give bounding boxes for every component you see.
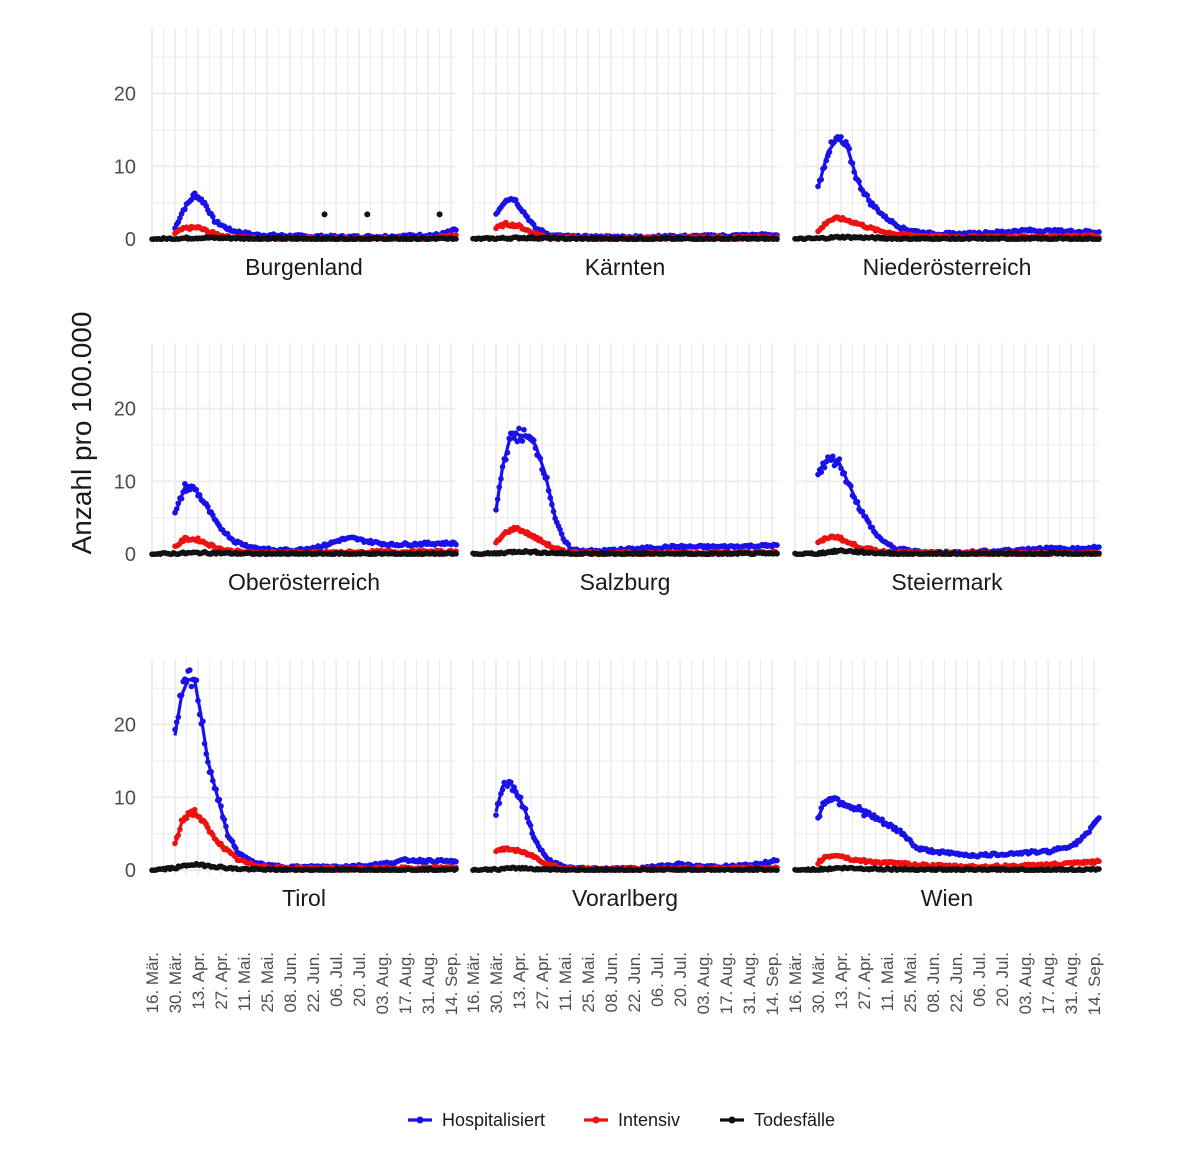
x-tick-label: 16. Mär. [143,952,162,1013]
x-tick-label: 14. Sep. [763,952,782,1015]
hosp-point [521,427,527,433]
deaths-trend-line [152,553,456,555]
x-tick-label: 08. Jun. [602,952,621,1013]
x-tick-label: 17. Aug. [717,952,736,1014]
x-tick-label: 06. Jul. [648,952,667,1007]
x-tick-label: 11. Mai. [235,952,254,1011]
x-tick-label: 13. Apr. [189,952,208,1010]
y-tick-label: 20 [114,84,136,106]
hosp-point [493,812,499,818]
deaths-outlier-point [322,211,328,217]
x-tick-label: 22. Jun. [625,952,644,1013]
y-tick-label: 20 [114,715,136,737]
x-tick-label: 30. Mär. [487,952,506,1013]
y-tick-label: 0 [125,860,136,882]
panel-title: Vorarlberg [572,885,678,911]
hosp-point [519,438,525,444]
x-tick-label: 25. Mai. [579,952,598,1012]
x-tick-label: 17. Aug. [396,952,415,1014]
x-tick-label: 20. Jul. [671,952,690,1007]
deaths-trend-line [473,238,777,240]
y-tick-label: 10 [114,156,136,178]
y-tick-label: 20 [114,399,136,421]
x-tick-label: 16. Mär. [464,952,483,1013]
hosp-point [189,684,195,690]
x-tick-label: 31. Aug. [740,952,759,1014]
panel-title: Steiermark [891,569,1003,595]
y-tick-label: 10 [114,787,136,809]
x-tick-label: 27. Apr. [212,952,231,1010]
hosp-trend-line [175,194,456,237]
x-tick-label: 25. Mai. [258,952,277,1012]
y-tick-label: 0 [125,229,136,251]
panel-title: Niederösterreich [863,254,1032,280]
hosp-trend-line [818,139,1099,234]
panel-title: Oberösterreich [228,569,380,595]
hosp-point [516,426,522,432]
x-tick-label: 08. Jun. [281,952,300,1013]
x-tick-label: 06. Jul. [327,952,346,1007]
x-tick-label: 14. Sep. [442,952,461,1015]
x-tick-label: 20. Jul. [350,952,369,1007]
x-tick-label: 27. Apr. [533,952,552,1010]
x-tick-label: 22. Jun. [304,952,323,1013]
x-tick-label: 31. Aug. [419,952,438,1014]
hosp-point [187,667,193,673]
x-tick-label: 13. Apr. [510,952,529,1010]
panel-title: Salzburg [580,569,671,595]
panel-title: Tirol [282,885,326,911]
hosp-trend-line [818,460,1099,553]
hosp-trend-line [496,434,777,551]
x-tick-label: 30. Mär. [166,952,185,1013]
x-tick-label: 03. Aug. [694,952,713,1014]
hosp-point [830,453,836,459]
x-tick-label: 03. Aug. [373,952,392,1014]
x-tick-label: 11. Mai. [556,952,575,1011]
y-tick-label: 0 [125,544,136,566]
panel-title: Burgenland [245,254,363,280]
deaths-trend-line [152,238,456,240]
deaths-outlier-point [437,211,443,217]
deaths-outlier-point [364,211,370,217]
panel-title: Kärnten [585,254,666,280]
y-tick-label: 10 [114,471,136,493]
